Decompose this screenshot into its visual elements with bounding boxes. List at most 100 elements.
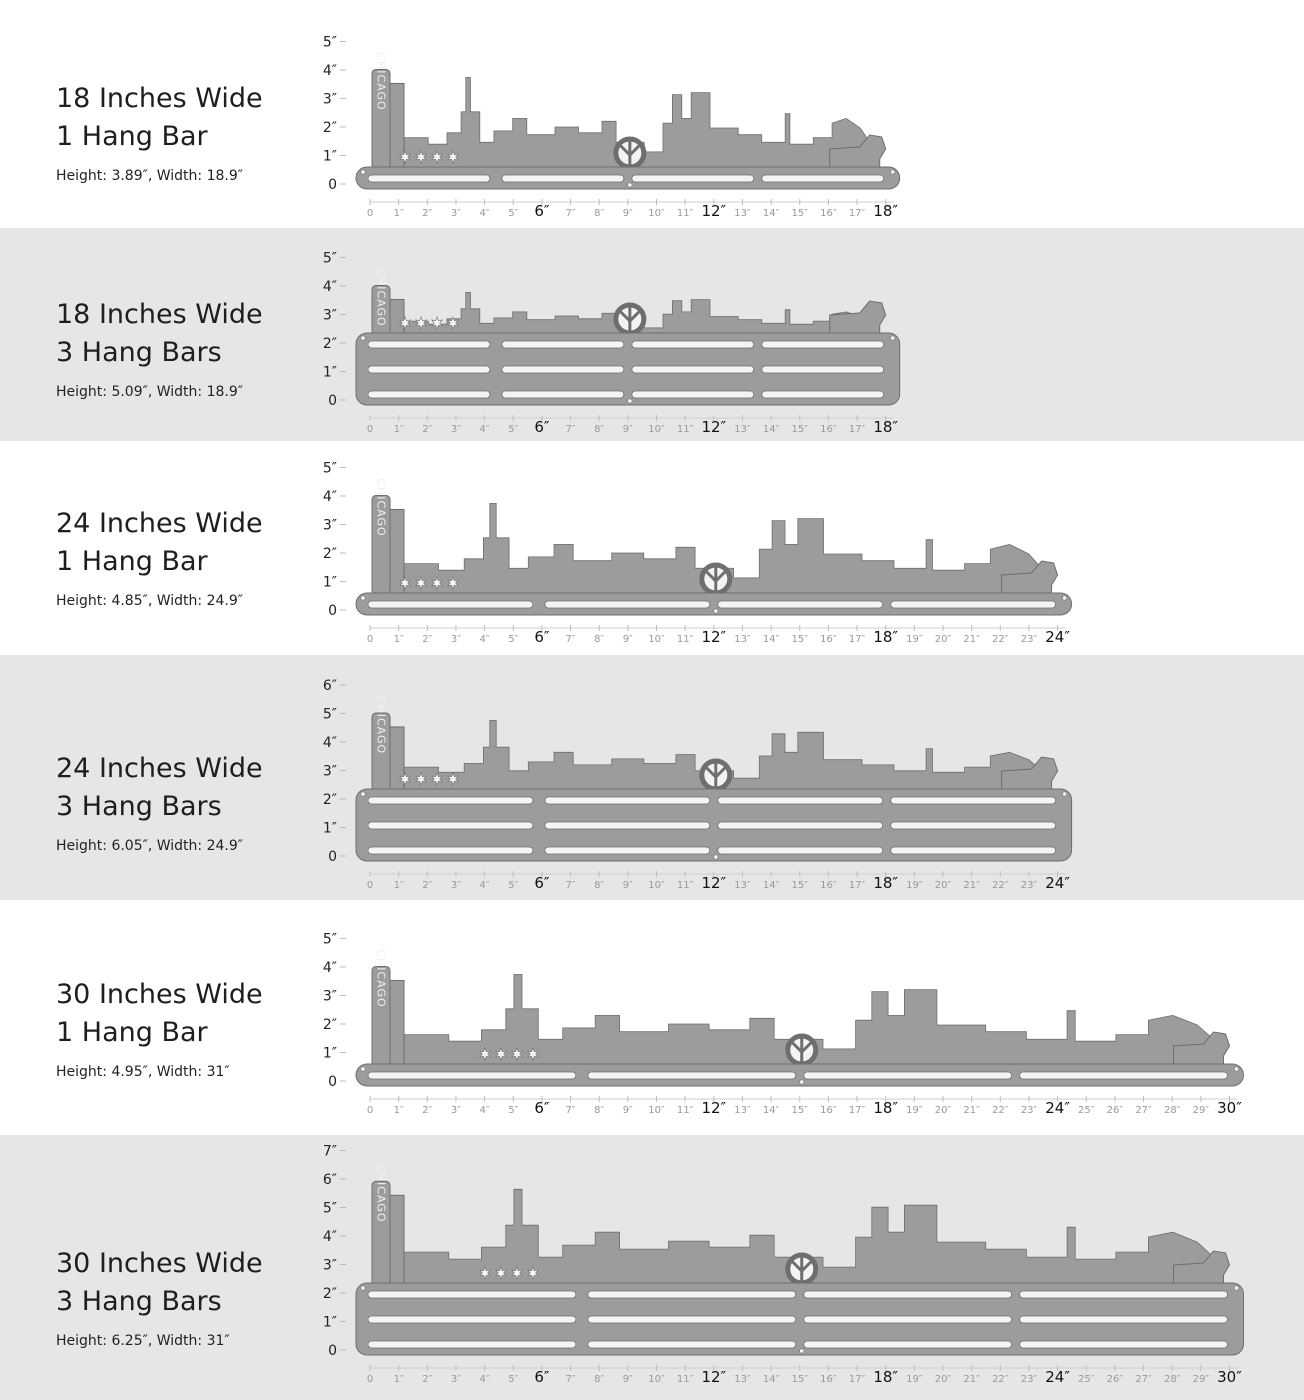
ruler-label: 6″ [534, 202, 550, 220]
ruler-label: 8″ [594, 208, 604, 219]
star-icon [399, 576, 411, 590]
mounting-hole [360, 791, 366, 797]
hang-slot [367, 821, 534, 830]
vertical-ruler-label: 0 [328, 849, 337, 865]
ruler-label: 1″ [394, 1105, 404, 1116]
ruler-label: 10″ [648, 424, 665, 435]
ruler-label: 1″ [394, 208, 404, 219]
vertical-ruler-label: 5″ [323, 1201, 337, 1217]
ruler-label: 21″ [963, 880, 980, 891]
ruler-label: 11″ [677, 208, 694, 219]
variant-label: 18 Inches Wide 3 Hang Bars Height: 5.09″… [56, 296, 263, 400]
vertical-ruler-label: 1″ [323, 821, 337, 837]
star-icon [511, 1266, 523, 1280]
mounting-hole [360, 169, 366, 175]
hang-slot [367, 1290, 577, 1299]
hang-slot [544, 600, 711, 609]
mounting-hole [360, 595, 366, 601]
variant-label: 18 Inches Wide 1 Hang Bar Height: 3.89″,… [56, 80, 263, 184]
vertical-ruler-label: 5″ [323, 461, 337, 477]
star-icon [447, 576, 459, 590]
ruler-label: 14″ [763, 634, 780, 645]
star-icon [447, 316, 459, 330]
vertical-ruler-label: 0 [328, 603, 337, 619]
hang-slot [717, 821, 884, 830]
ruler-label: 10″ [648, 634, 665, 645]
ruler-label: 11″ [677, 634, 694, 645]
vertical-ruler-label: 4″ [323, 279, 337, 295]
vertical-ruler-label: 0 [328, 1074, 337, 1090]
lion-statue-icon [1173, 1250, 1231, 1284]
hang-slot [367, 796, 534, 805]
chicago-sign-text: CHICAGO [375, 696, 388, 754]
ruler-label: 28″ [1164, 1105, 1181, 1116]
ruler-label: 19″ [906, 880, 923, 891]
medal-hanger-drawing: 0 1″ 2″ 3″ 4″ 5″ 6″ 7″ 8″ 9″ 10″ 11″ 12″ 13″ 14″ 15″ 16″… [323, 678, 1073, 892]
vertical-ruler-label: 2″ [323, 1286, 337, 1302]
hang-slot [587, 1071, 797, 1080]
star-icon [399, 150, 411, 164]
ruler-label: 20″ [935, 880, 952, 891]
mounting-hole [713, 608, 719, 614]
ruler-label: 18″ [873, 1099, 898, 1117]
ruler-label: 24″ [1045, 874, 1070, 892]
ruler-label: 29″ [1193, 1105, 1210, 1116]
ruler-label: 0 [367, 880, 373, 891]
peace-sign-lines [790, 1036, 813, 1064]
ruler-label: 7″ [565, 634, 575, 645]
hang-slot [501, 390, 625, 399]
chicago-sign-tower [389, 979, 405, 1067]
ruler-label: 1″ [394, 880, 404, 891]
ruler-label: 12″ [701, 202, 726, 220]
hang-slot [761, 390, 885, 399]
vertical-ruler-label: 6″ [323, 1172, 337, 1188]
mounting-hole [713, 854, 719, 860]
ruler-label: 1″ [394, 634, 404, 645]
hang-slot [803, 1071, 1013, 1080]
variant-row-30-1: 30 Inches Wide 1 Hang Bar Height: 4.95″,… [0, 900, 1304, 1135]
vertical-ruler-label: 6″ [323, 678, 337, 694]
hang-bar-plate [355, 1282, 1244, 1356]
vertical-ruler-label: 3″ [323, 308, 337, 324]
medal-hanger-drawing: 0 1″ 2″ 3″ 4″ 5″ 6″ 7″ 8″ 9″ 10″ 11″ 12″ 13″ 14″ 15″ 16″… [323, 1144, 1244, 1386]
vertical-ruler-label: 3″ [323, 518, 337, 534]
ruler-label: 15″ [792, 1105, 809, 1116]
vertical-ruler-label: 2″ [323, 336, 337, 352]
ruler-label: 12″ [701, 628, 726, 646]
mounting-hole [1062, 595, 1068, 601]
ruler-label: 23″ [1021, 880, 1038, 891]
variant-title-bars: 3 Hang Bars [56, 337, 222, 368]
ruler-label: 9″ [623, 424, 633, 435]
mounting-hole [627, 182, 633, 188]
ruler-label: 17″ [849, 208, 866, 219]
hang-slot [367, 340, 491, 349]
hang-slot [717, 846, 884, 855]
mounting-hole [799, 1348, 805, 1354]
mounting-hole [890, 335, 896, 341]
variant-dimensions: Height: 6.25″, Width: 31″ [56, 1333, 230, 1349]
mounting-hole [360, 1285, 366, 1291]
mounting-hole [1234, 1285, 1240, 1291]
vertical-ruler-label: 2″ [323, 546, 337, 562]
ruler-label: 24″ [1045, 1099, 1070, 1117]
ruler-label: 7″ [565, 1374, 575, 1385]
ruler-label: 29″ [1193, 1374, 1210, 1385]
variant-dimensions: Height: 5.09″, Width: 18.9″ [56, 384, 243, 400]
ruler-label: 8″ [594, 1374, 604, 1385]
chicago-sign-tower [389, 298, 405, 336]
ruler-label: 6″ [534, 874, 550, 892]
ruler-label: 17″ [849, 1374, 866, 1385]
variant-dimensions: Height: 3.89″, Width: 18.9″ [56, 168, 243, 184]
ruler-label: 27″ [1135, 1374, 1152, 1385]
star-icon [479, 1266, 491, 1280]
ruler-label: 4″ [480, 634, 490, 645]
ruler-label: 18″ [873, 1368, 898, 1386]
variant-title-width: 24 Inches Wide [56, 753, 263, 784]
medal-hanger-drawing: 0 1″ 2″ 3″ 4″ 5″ 6″ 7″ 8″ 9″ 10″ 11″ 12″ 13″ 14″ 15″ 16″… [323, 35, 901, 220]
hang-slot [367, 1340, 577, 1349]
peace-sign-lines [704, 565, 727, 593]
ruler-label: 7″ [565, 208, 575, 219]
hang-slot [367, 846, 534, 855]
ruler-label: 7″ [565, 1105, 575, 1116]
hang-slot [367, 174, 491, 183]
